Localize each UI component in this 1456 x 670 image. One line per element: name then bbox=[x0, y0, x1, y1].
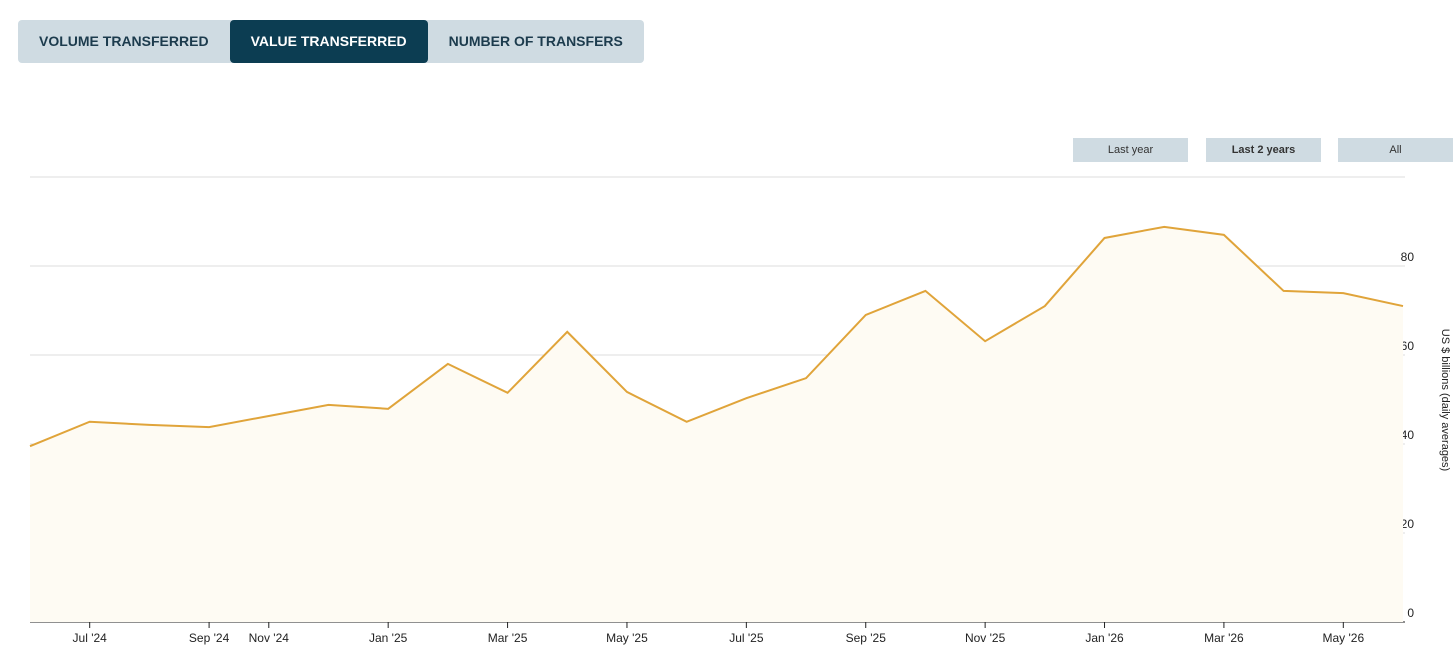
y-tick-label: 60 bbox=[1401, 339, 1415, 353]
y-tick-label: 80 bbox=[1401, 250, 1415, 264]
range-button[interactable]: Last 2 years bbox=[1206, 138, 1321, 162]
tab[interactable]: NUMBER OF TRANSFERS bbox=[448, 33, 623, 49]
y-axis-label: US $ billions (daily averages) bbox=[1439, 329, 1451, 471]
y-tick-label: 40 bbox=[1401, 428, 1415, 442]
tab[interactable]: VOLUME TRANSFERRED bbox=[39, 33, 209, 49]
x-tick-label: Jul '25 bbox=[729, 631, 764, 645]
x-tick-label: May '26 bbox=[1322, 631, 1364, 645]
x-tick-label: Nov '24 bbox=[249, 631, 290, 645]
x-tick-label: Jul '24 bbox=[73, 631, 108, 645]
x-tick-label: Jan '25 bbox=[369, 631, 408, 645]
x-tick-label: May '25 bbox=[606, 631, 648, 645]
x-tick-label: Sep '25 bbox=[846, 631, 887, 645]
range-button[interactable]: All bbox=[1338, 138, 1453, 162]
line bbox=[29, 225, 1404, 448]
x-tick-label: Sep '24 bbox=[189, 631, 230, 645]
area-fill bbox=[30, 226, 1403, 622]
x-tick-label: Jan '26 bbox=[1085, 631, 1124, 645]
y-tick-label: 20 bbox=[1401, 517, 1415, 531]
tab-active[interactable]: VALUE TRANSFERRED bbox=[229, 20, 428, 63]
range-button[interactable]: Last year bbox=[1073, 138, 1188, 162]
x-tick-label: Nov '25 bbox=[965, 631, 1006, 645]
x-tick-label: Mar '25 bbox=[488, 631, 528, 645]
y-tick-label: 0 bbox=[1407, 606, 1414, 620]
x-tick-label: Mar '26 bbox=[1204, 631, 1244, 645]
tab-bar: VOLUME TRANSFERRED VALUE TRANSFERRED NUM… bbox=[18, 20, 644, 63]
